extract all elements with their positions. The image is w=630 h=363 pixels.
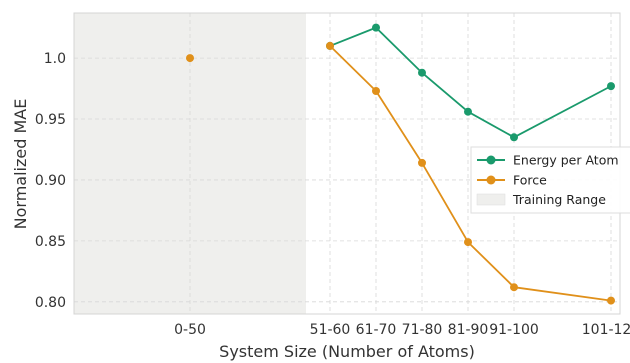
data-point-force xyxy=(186,54,194,63)
data-point-force xyxy=(607,296,615,305)
x-tick-label: 81-90 xyxy=(448,322,489,338)
legend-label-energy: Energy per Atom xyxy=(513,153,619,168)
data-point-force xyxy=(418,158,426,167)
legend-marker-energy xyxy=(486,155,496,165)
legend-marker-force xyxy=(486,175,496,185)
data-point-force xyxy=(464,238,472,247)
legend-label-training-range: Training Range xyxy=(512,192,606,207)
data-point-energy-per-atom xyxy=(510,133,518,142)
x-tick-label: 61-70 xyxy=(356,322,397,338)
data-point-energy-per-atom xyxy=(607,82,615,91)
data-point-energy-per-atom xyxy=(418,68,426,77)
y-tick-label: 0.90 xyxy=(35,173,66,189)
x-tick-label: 71-80 xyxy=(402,322,443,338)
x-tick-label: 0-50 xyxy=(174,322,206,338)
data-point-energy-per-atom xyxy=(464,107,472,116)
data-point-force xyxy=(510,283,518,292)
legend-label-force: Force xyxy=(513,173,547,188)
x-tick-label: 91-100 xyxy=(489,322,539,338)
series-layer xyxy=(186,23,615,305)
y-tick-label: 1.0 xyxy=(44,51,66,67)
x-tick-label: 101-120 xyxy=(582,322,630,338)
series-line-force xyxy=(329,45,612,302)
data-point-energy-per-atom xyxy=(372,23,380,32)
y-tick-label: 0.80 xyxy=(35,295,66,311)
legend: Energy per Atom Force Training Range xyxy=(470,146,630,214)
legend-swatch-training-range xyxy=(476,193,506,206)
data-point-force xyxy=(326,41,334,50)
series-line-energy-per-atom xyxy=(329,26,612,139)
y-tick-label: 0.95 xyxy=(35,112,66,128)
series-force xyxy=(186,41,615,305)
y-tick-labels: 0.80 0.85 0.90 0.95 1.0 xyxy=(35,51,66,311)
y-tick-label: 0.85 xyxy=(35,234,66,250)
y-axis-label: Normalized MAE xyxy=(11,99,30,230)
x-tick-label: 51-60 xyxy=(310,322,351,338)
x-axis-label: System Size (Number of Atoms) xyxy=(219,342,475,361)
data-point-force xyxy=(372,86,380,95)
